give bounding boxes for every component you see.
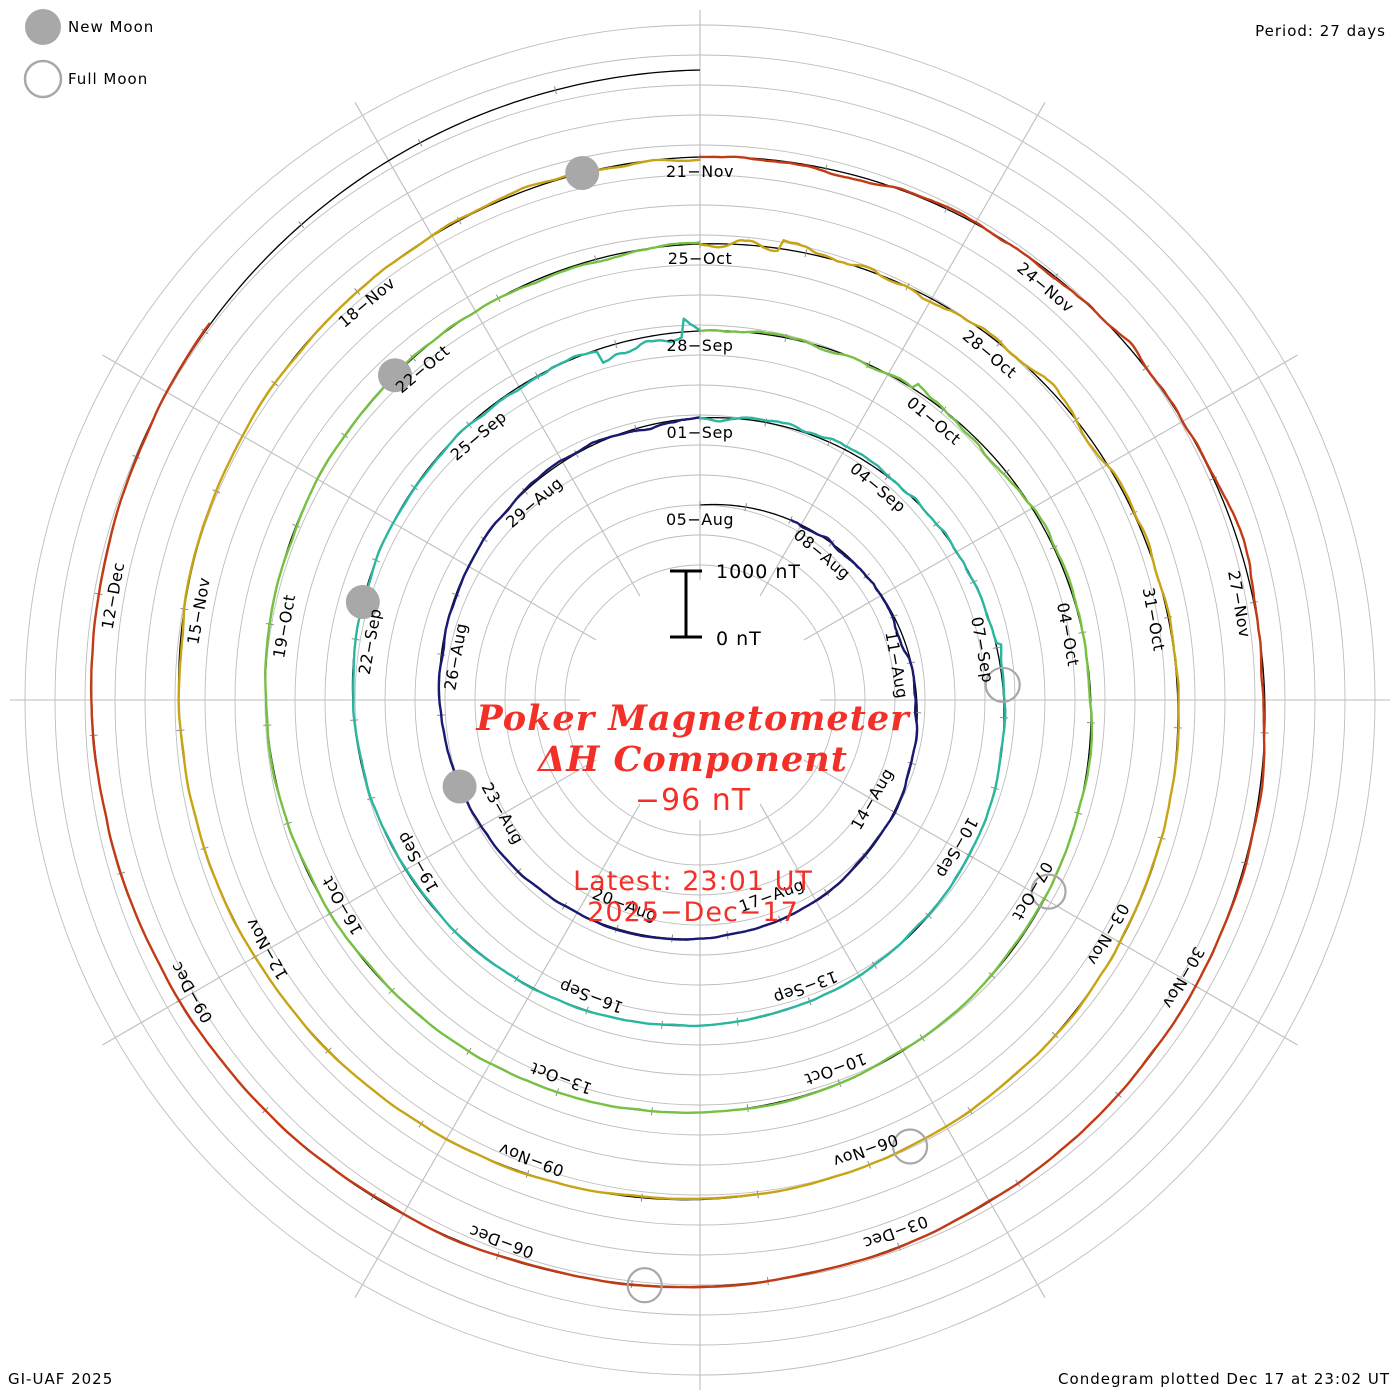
spiral-date-label: 27−Nov <box>1224 569 1255 639</box>
spiral-date-label: 21−Nov <box>666 162 734 181</box>
scalebar-bottom-label: 0 nT <box>716 628 762 650</box>
full-moon-marker <box>984 666 1021 703</box>
scalebar-top-label: 1000 nT <box>716 561 801 583</box>
new-moon-legend-label: New Moon <box>68 18 155 36</box>
data-trace-rev-2 <box>352 317 1007 1028</box>
new-moon-icon <box>25 9 61 45</box>
center-title-line2: ΔH Component <box>536 739 848 780</box>
new-moon-marker <box>565 156 600 190</box>
spiral-date-label: 10−Sep <box>932 814 982 881</box>
full-moon-legend-label: Full Moon <box>68 70 149 88</box>
spiral-date-label: 03−Nov <box>1083 900 1133 968</box>
full-moon-icon <box>23 59 63 99</box>
center-annotation: Poker Magnetometer ΔH Component −96 nT L… <box>475 698 911 928</box>
spiral-date-label: 01−Sep <box>667 423 734 442</box>
center-value: −96 nT <box>635 783 751 818</box>
plotted-timestamp-label: Condegram plotted Dec 17 at 23:02 UT <box>1058 1370 1390 1388</box>
data-trace-group <box>89 155 1266 1289</box>
new-moon-marker <box>345 585 380 619</box>
credit-label: GI-UAF 2025 <box>8 1370 114 1388</box>
data-trace-rev-5 <box>89 155 1266 1289</box>
spiral-date-label: 16−Sep <box>556 976 625 1017</box>
spiral-date-label: 11−Aug <box>881 630 912 700</box>
center-title-line1: Poker Magnetometer <box>475 698 911 739</box>
spiral-date-label: 07−Sep <box>967 615 997 684</box>
data-trace-rev-4 <box>177 158 1181 1201</box>
moon-marker-group <box>345 156 1067 1304</box>
spiral-date-label: 28−Sep <box>667 336 734 355</box>
radial-spoke-group <box>10 10 1390 1390</box>
spiral-date-label: 18−Nov <box>335 273 399 331</box>
legend-markers <box>23 9 63 99</box>
spiral-date-label: 03−Dec <box>860 1212 930 1253</box>
new-moon-marker <box>442 769 477 804</box>
full-moon-marker <box>626 1267 663 1304</box>
full-moon-marker <box>1030 873 1067 910</box>
data-trace-rev-1 <box>437 416 919 941</box>
full-moon-marker <box>891 1128 929 1165</box>
new-moon-marker <box>378 358 412 393</box>
center-latest-date: 2025−Dec−17 <box>587 897 799 928</box>
spiral-date-label: 09−Nov <box>496 1139 566 1180</box>
scale-bar: 1000 nT 0 nT <box>670 561 801 650</box>
data-trace-rev-3 <box>263 241 1094 1115</box>
spiral-date-label: 25−Oct <box>668 249 732 268</box>
period-label: Period: 27 days <box>1255 22 1386 40</box>
spiral-date-label: 05−Aug <box>666 510 734 529</box>
spiral-date-label: 10−Oct <box>802 1049 869 1089</box>
center-latest-time: Latest: 23:01 UT <box>573 866 813 897</box>
